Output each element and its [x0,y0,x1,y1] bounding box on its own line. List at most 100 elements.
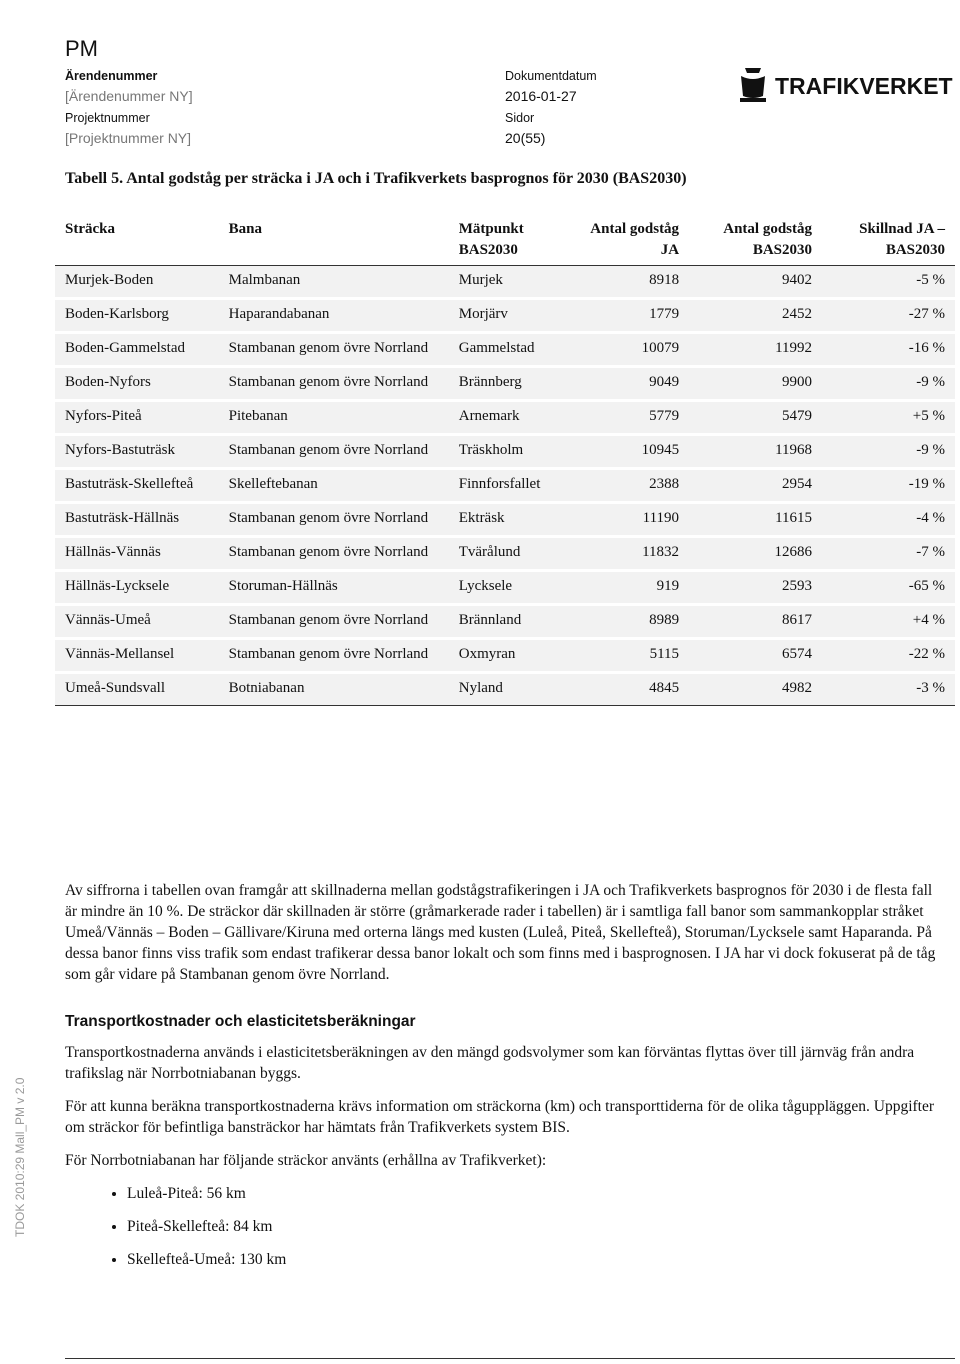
paragraph: För att kunna beräkna transportkostnader… [65,1098,935,1136]
table-cell: 5115 [566,640,690,674]
table-cell: Hällnäs-Lycksele [55,572,219,606]
field-label: Dokumentdatum [505,69,597,83]
table-cell: -27 % [822,300,955,334]
table-row: Umeå-Sundsvall Botniabanan Nyland 4845 4982-… [55,674,955,706]
data-table: Sträcka Bana Mätpunkt BAS2030 Antal godståg… [55,213,955,706]
table-cell: Nyland [448,674,567,706]
table-cell: Stambanan genom övre Norrland [218,504,449,538]
table-cell: Haparandabanan [218,300,449,334]
table-cell: Botniabanan [218,674,449,706]
field-value: 2016-01-27 [505,88,577,104]
table-cell: 9402 [689,266,823,300]
table-cell: 9049 [566,368,690,402]
table-cell: Hällnäs-Vännäs [55,538,219,572]
table-cell: Storuman-Hällnäs [218,572,449,606]
table-row: Vännäs-Umeå Stambanan genom övre Norrland… [55,606,955,640]
table-cell: -4 % [822,504,955,538]
table-cell: Ekträsk [448,504,567,538]
table-cell: Pitebanan [218,402,449,436]
logo: TRAFIKVERKET [740,68,953,102]
table-cell: Stambanan genom övre Norrland [218,368,449,402]
table-cell: Vännäs-Umeå [55,606,219,640]
table-cell: Brännland [448,606,567,640]
table-cell: Arnemark [448,402,567,436]
bullet-item: Piteå-Skellefteå: 84 km [127,1216,945,1237]
table-cell: Brännberg [448,368,567,402]
table-row: Boden-Karlsborg Haparandabanan Morjärv 1779… [55,300,955,334]
table-cell: Stambanan genom övre Norrland [218,606,449,640]
table-cell: 8989 [566,606,690,640]
header-row: Sträcka Bana Mätpunkt BAS2030 Antal godståg… [55,213,955,266]
table-cell: 2954 [689,470,823,504]
table-cell: Murjek-Boden [55,266,219,300]
field-value: [Projektnummer NY] [65,130,192,146]
table-caption: Tabell 5. Antal godståg per sträcka i JA… [65,170,687,187]
table-cell: 6574 [689,640,823,674]
table-cell: 5779 [566,402,690,436]
table-cell: 10945 [566,436,690,470]
table-cell: 2452 [689,300,823,334]
table-cell: 11190 [566,504,690,538]
table-cell: Vännäs-Mellansel [55,640,219,674]
table-cell: 5479 [689,402,823,436]
table-cell: +4 % [822,606,955,640]
table-cell: Oxmyran [448,640,567,674]
column-header: Mätpunkt BAS2030 [448,213,567,266]
table-cell: 11992 [689,334,823,368]
table-row: Boden-Gammelstad Stambanan genom övre Nor… [55,334,955,368]
table-cell: -7 % [822,538,955,572]
table-cell: 9900 [689,368,823,402]
table-cell: Träskholm [448,436,567,470]
table-cell: Stambanan genom övre Norrland [218,640,449,674]
table-cell: Bastuträsk-Skellefteå [55,470,219,504]
table-cell: Umeå-Sundsvall [55,674,219,706]
table-cell: Tvärålund [448,538,567,572]
table-cell: Nyfors-Piteå [55,402,219,436]
table-cell: Lycksele [448,572,567,606]
column-header: Bana [218,213,449,266]
field-label: Projektnummer [65,111,150,125]
table-cell: Bastuträsk-Hällnäs [55,504,219,538]
table-cell: -22 % [822,640,955,674]
table-cell: -19 % [822,470,955,504]
table-cell: Morjärv [448,300,567,334]
footer-rule [65,1358,955,1359]
table-cell: Nyfors-Bastuträsk [55,436,219,470]
table-cell: Murjek [448,266,567,300]
table-cell: Boden-Nyfors [55,368,219,402]
body-text: Av siffrorna i tabellen ovan framgår att… [65,880,945,1282]
table-row: Bastuträsk-Hällnäs Stambanan genom övre N… [55,504,955,538]
table-cell: Boden-Gammelstad [55,334,219,368]
paragraph: Av siffrorna i tabellen ovan framgår att… [65,882,936,983]
field-value: 20(55) [505,130,546,146]
paragraph: För Norrbotniabanan har följande sträcko… [65,1152,547,1169]
bullet-item: Skellefteå-Umeå: 130 km [127,1249,945,1270]
table-row: Hällnäs-Lycksele Storuman-Hällnäs Lycksele… [55,572,955,606]
column-header: Antal godståg JA [566,213,690,266]
table-cell: 4982 [689,674,823,706]
table-cell: Stambanan genom övre Norrland [218,538,449,572]
section-heading: Transportkostnader och elasticitetsberäk… [65,1013,416,1030]
table-cell: Boden-Karlsborg [55,300,219,334]
table-cell: 2593 [689,572,823,606]
table-row: Murjek-Boden Malmbanan Murjek 8918 9402 -5 % [55,266,955,300]
table-cell: 1779 [566,300,690,334]
table-cell: 10079 [566,334,690,368]
template-id: TDOK 2010:29 Mall_PM v 2.0 [13,1077,27,1237]
column-header: Sträcka [55,213,219,266]
table-cell: +5 % [822,402,955,436]
table-row: Vännäs-Mellansel Stambanan genom övre Nor… [55,640,955,674]
paragraph: Transportkostnaderna används i elasticit… [65,1044,915,1082]
table-cell: Stambanan genom övre Norrland [218,334,449,368]
field-value: [Ärendenummer NY] [65,88,193,104]
table-cell: -9 % [822,368,955,402]
table-row: Nyfors-Piteå Pitebanan Arnemark 5779 5479 +5 … [55,402,955,436]
doc-title: PM [65,36,98,61]
column-header: Skillnad JA – BAS2030 [822,213,955,266]
table-cell: -5 % [822,266,955,300]
bullet-item: Luleå-Piteå: 56 km [127,1183,945,1204]
table-cell: 4845 [566,674,690,706]
table-cell: 11615 [689,504,823,538]
bullet-list: Luleå-Piteå: 56 km Piteå-Skellefteå: 84 k… [65,1183,945,1270]
table-row: Hällnäs-Vännäs Stambanan genom övre Norrl… [55,538,955,572]
